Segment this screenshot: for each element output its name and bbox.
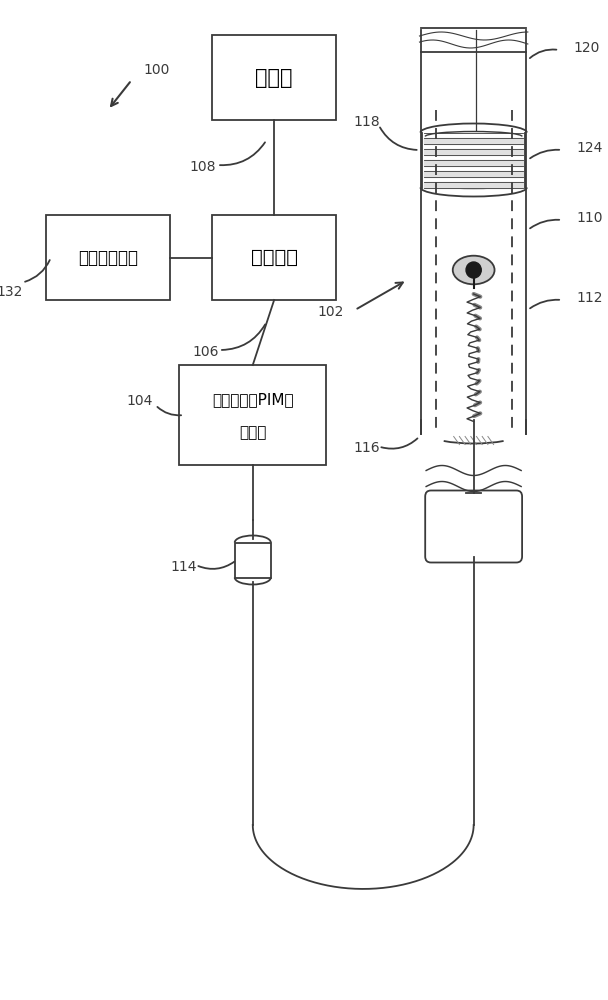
Ellipse shape: [453, 256, 494, 284]
Text: 118: 118: [354, 115, 381, 129]
Text: 112: 112: [576, 291, 603, 305]
Bar: [46, 215, 170, 300]
Bar: [212, 215, 336, 300]
Text: 外部成像系统: 外部成像系统: [78, 248, 138, 266]
Text: 104: 104: [126, 394, 153, 408]
Bar: [212, 35, 336, 120]
Bar: [179, 365, 326, 465]
FancyBboxPatch shape: [425, 490, 522, 562]
Text: 120: 120: [573, 41, 599, 55]
Text: 116: 116: [353, 442, 379, 456]
Text: 106: 106: [193, 345, 219, 359]
Text: 100: 100: [143, 63, 170, 77]
Text: 124: 124: [576, 141, 603, 155]
Text: 102: 102: [317, 305, 344, 319]
Text: 110: 110: [576, 211, 603, 225]
Text: 132: 132: [0, 286, 23, 300]
Text: 114: 114: [170, 560, 196, 574]
Text: 监测器: 监测器: [239, 426, 266, 440]
Text: 监测器: 监测器: [255, 68, 293, 88]
Text: 监者接口（PIM）: 监者接口（PIM）: [212, 392, 294, 408]
Bar: [235, 542, 271, 578]
Circle shape: [466, 262, 482, 278]
Text: 处理系统: 处理系统: [250, 248, 298, 267]
Text: 108: 108: [190, 160, 216, 174]
